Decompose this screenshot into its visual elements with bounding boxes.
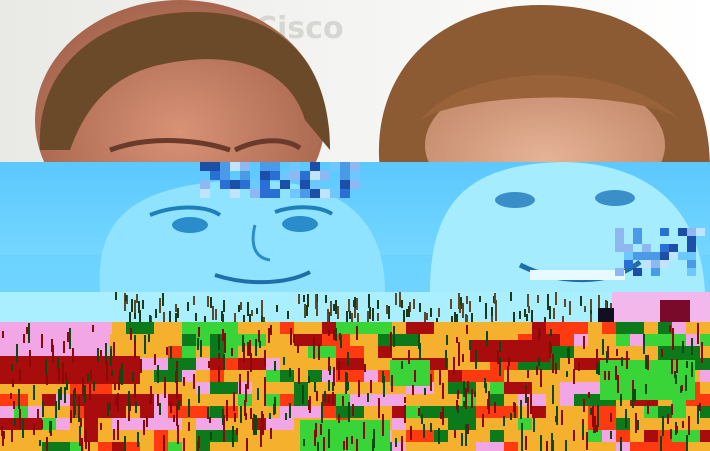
pale-cyan-band bbox=[0, 292, 710, 332]
cyan-band bbox=[0, 162, 710, 292]
multicolor-glitch-band bbox=[0, 322, 710, 451]
left-hair bbox=[39, 11, 330, 150]
